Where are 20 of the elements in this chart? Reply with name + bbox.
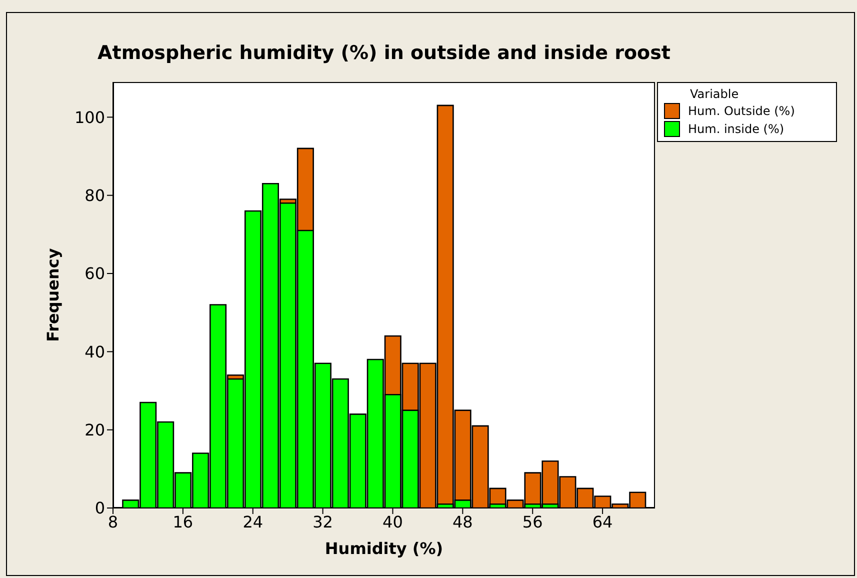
x-tick-label: 8 bbox=[108, 512, 118, 532]
x-tick-label: 56 bbox=[522, 512, 543, 532]
legend-title: Variable bbox=[689, 87, 740, 101]
x-tick-label: 40 bbox=[382, 512, 403, 532]
x-tick-label: 16 bbox=[172, 512, 194, 532]
y-tick-label: 60 bbox=[84, 264, 105, 284]
x-tick-label: 48 bbox=[452, 512, 473, 532]
x-tick-label: 32 bbox=[312, 512, 333, 532]
y-tick-label: 100 bbox=[74, 108, 105, 127]
y-axis-title: Frequency bbox=[44, 248, 63, 342]
x-axis-title: Humidity (%) bbox=[324, 539, 444, 558]
legend-label: Hum. Outside (%) bbox=[688, 104, 795, 118]
y-tick-label: 80 bbox=[84, 186, 105, 206]
y-tick-label: 40 bbox=[84, 342, 105, 362]
y-tick-label: 0 bbox=[94, 498, 105, 518]
chart-title: Atmospheric humidity (%) in outside and inside roost bbox=[96, 42, 672, 64]
x-tick-label: 24 bbox=[242, 512, 264, 532]
legend-label: Hum. inside (%) bbox=[688, 122, 784, 136]
y-tick-label: 20 bbox=[84, 420, 105, 440]
x-tick-label: 64 bbox=[592, 512, 613, 532]
